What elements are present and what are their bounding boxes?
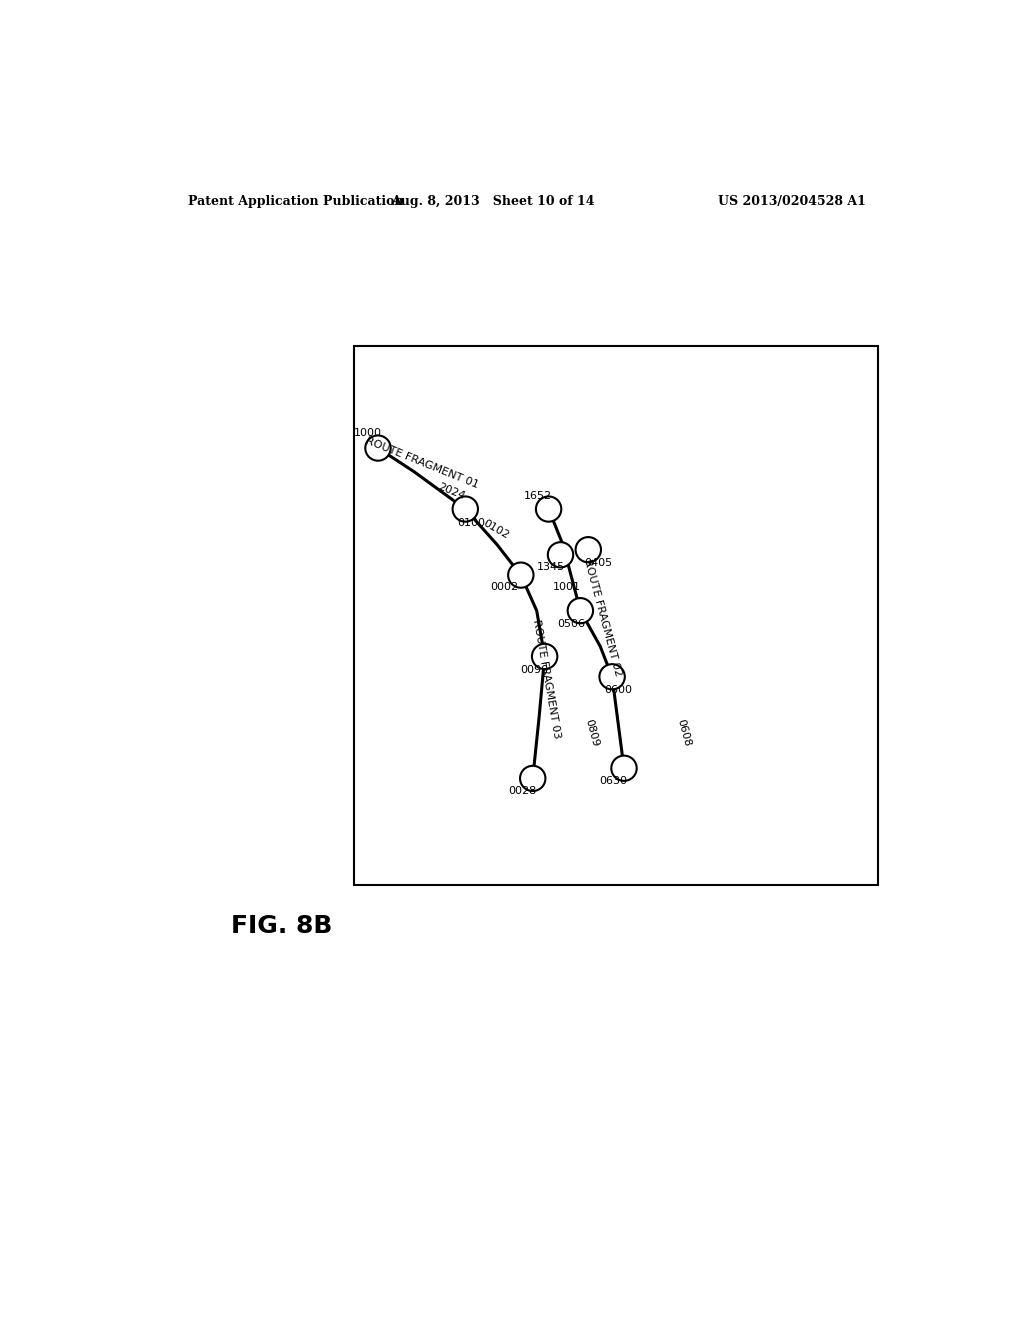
Bar	[354, 346, 878, 886]
Text: 0608: 0608	[675, 718, 692, 747]
Text: ROUTE FRAGMENT 03: ROUTE FRAGMENT 03	[530, 619, 561, 739]
Ellipse shape	[599, 664, 625, 689]
Text: 1001: 1001	[553, 582, 581, 593]
Text: 1000: 1000	[353, 428, 382, 438]
Ellipse shape	[548, 543, 573, 568]
Text: 0600: 0600	[604, 685, 633, 694]
Text: 0028: 0028	[508, 785, 537, 796]
Text: FIG. 8B: FIG. 8B	[231, 913, 333, 937]
Ellipse shape	[520, 766, 546, 791]
Text: 0090: 0090	[520, 665, 549, 675]
Ellipse shape	[575, 537, 601, 562]
Ellipse shape	[366, 436, 391, 461]
Text: Patent Application Publication: Patent Application Publication	[187, 194, 403, 207]
Text: 2024: 2024	[437, 482, 467, 502]
Text: 1345: 1345	[537, 562, 565, 572]
Text: 0100: 0100	[457, 519, 484, 528]
Text: 1652: 1652	[524, 491, 552, 500]
Ellipse shape	[453, 496, 478, 521]
Text: ROUTE FRAGMENT 02: ROUTE FRAGMENT 02	[582, 558, 623, 677]
Text: 0102: 0102	[480, 517, 510, 541]
Ellipse shape	[567, 598, 593, 623]
Text: ROUTE FRAGMENT 01: ROUTE FRAGMENT 01	[364, 436, 479, 491]
Ellipse shape	[536, 496, 561, 521]
Text: Aug. 8, 2013   Sheet 10 of 14: Aug. 8, 2013 Sheet 10 of 14	[391, 194, 595, 207]
Text: 0002: 0002	[490, 582, 518, 593]
Text: 0630: 0630	[600, 776, 628, 787]
Text: US 2013/0204528 A1: US 2013/0204528 A1	[718, 194, 866, 207]
Text: 0809: 0809	[584, 718, 601, 747]
Text: 0506: 0506	[557, 619, 585, 628]
Ellipse shape	[508, 562, 534, 587]
Ellipse shape	[531, 644, 557, 669]
Text: 0405: 0405	[585, 558, 612, 568]
Ellipse shape	[611, 755, 637, 781]
